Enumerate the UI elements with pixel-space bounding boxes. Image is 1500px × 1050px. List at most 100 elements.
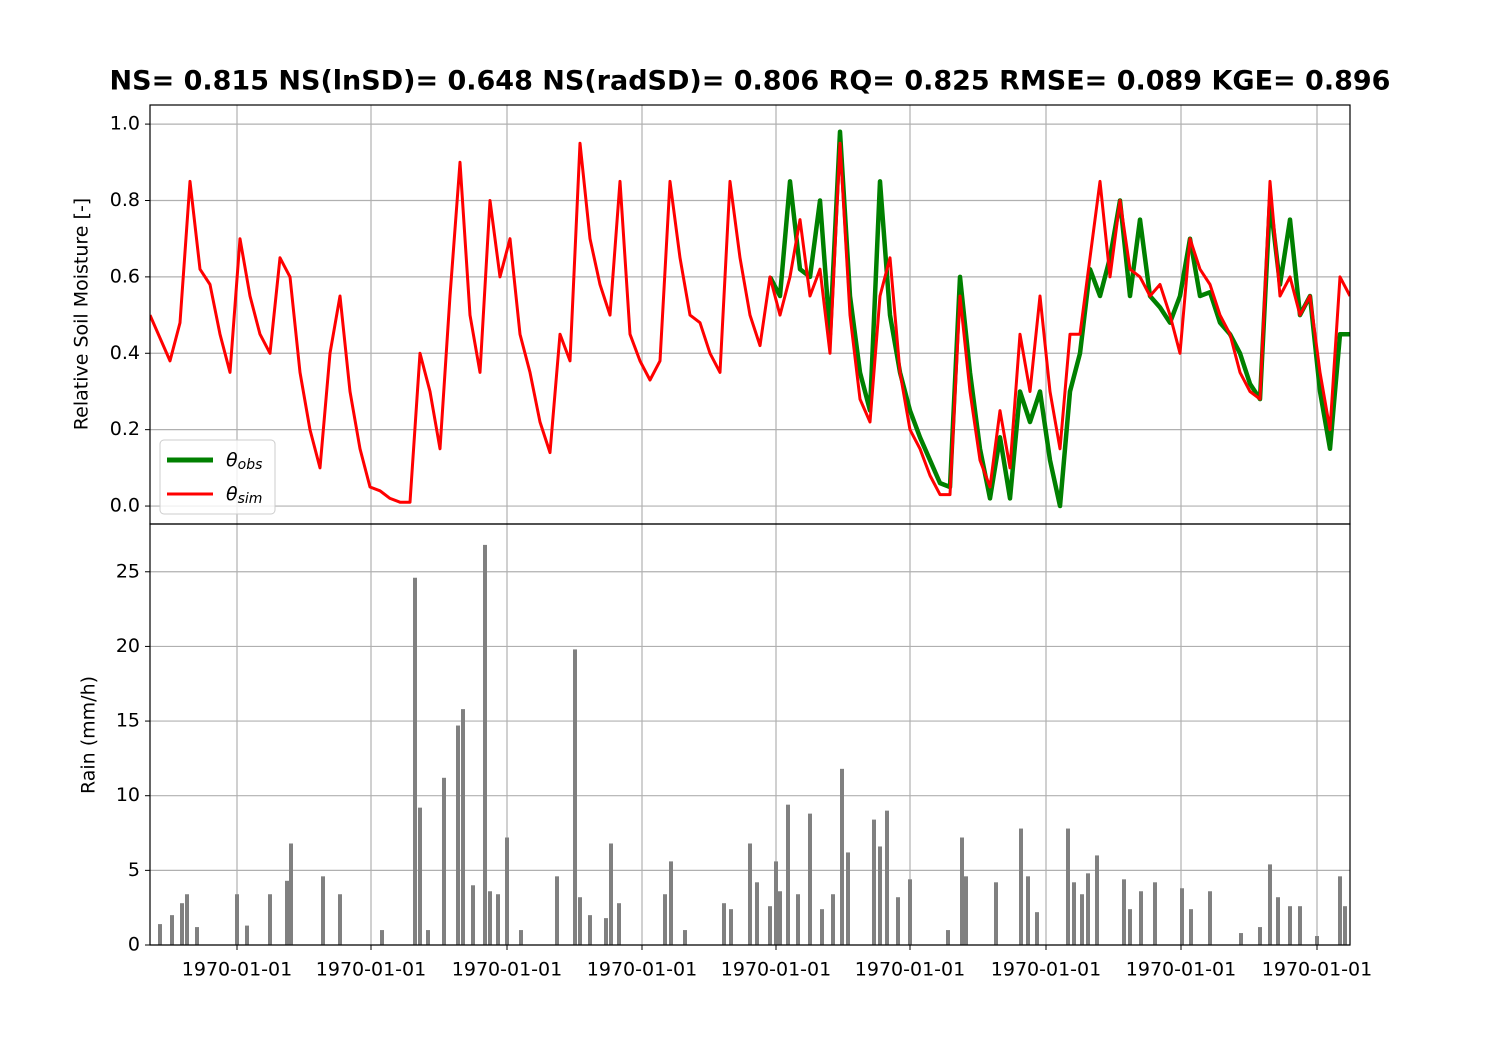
rain-bar	[1189, 909, 1193, 945]
rain-bar	[496, 894, 500, 945]
rain-bar	[1072, 882, 1076, 945]
y-tick-label: 15	[116, 710, 140, 732]
rain-bar	[505, 837, 509, 945]
x-tick-label: 1970-01-01	[1126, 959, 1236, 981]
rain-bar	[994, 882, 998, 945]
rain-bar	[946, 930, 950, 945]
rain-bar	[1258, 927, 1262, 945]
rain-bar	[418, 807, 422, 945]
rain-bar	[964, 876, 968, 945]
rain-bar	[768, 906, 772, 945]
y-tick-label: 5	[128, 859, 140, 881]
rain-bar	[471, 885, 475, 945]
rain-bar	[268, 894, 272, 945]
x-tick-label: 1970-01-01	[855, 959, 965, 981]
rain-bar	[1086, 873, 1090, 945]
rain-bar	[1035, 912, 1039, 945]
rain-bar	[831, 894, 835, 945]
rain-bar	[820, 909, 824, 945]
rain-bar	[1268, 864, 1272, 945]
rain-bar	[808, 813, 812, 945]
y-tick-label: 0	[128, 934, 140, 956]
rain-bar	[774, 861, 778, 945]
rain-bar	[778, 891, 782, 945]
legend-label: θsim	[226, 483, 262, 508]
rain-bar	[885, 810, 889, 945]
x-tick-label: 1970-01-01	[587, 959, 697, 981]
series-line	[768, 129, 1350, 509]
rain-bar	[321, 876, 325, 945]
rain-bar	[1128, 909, 1132, 945]
y-tick-label: 0.0	[110, 495, 140, 517]
rain-bar	[413, 577, 417, 945]
rain-bar	[1343, 906, 1347, 945]
rain-bar	[604, 918, 608, 945]
y-tick-label: 0.8	[110, 189, 140, 211]
rain-bar	[195, 927, 199, 945]
rain-bar	[158, 924, 162, 945]
rain-bar	[1315, 936, 1319, 945]
rain-bar	[488, 891, 492, 945]
rain-bar	[1153, 882, 1157, 945]
rain-bar	[380, 930, 384, 945]
rain-bar	[663, 894, 667, 945]
y-tick-label: 25	[116, 560, 140, 582]
rain-bar	[1122, 879, 1126, 945]
rain-bar	[1288, 906, 1292, 945]
rain-bar	[1338, 876, 1342, 945]
rain-bar	[729, 909, 733, 945]
rain-bar	[185, 894, 189, 945]
rain-bar	[755, 882, 759, 945]
rain-bar	[1095, 855, 1099, 945]
rain-bar	[1208, 891, 1212, 945]
y-tick-label: 0.6	[110, 265, 140, 287]
rain-bar	[180, 903, 184, 945]
x-tick-label: 1970-01-01	[316, 959, 426, 981]
rain-bar	[609, 843, 613, 945]
rain-bar	[170, 915, 174, 945]
rain-bar	[289, 843, 293, 945]
y-axis-label: Rain (mm/h)	[78, 676, 100, 794]
x-tick-label: 1970-01-01	[721, 959, 831, 981]
series-line	[150, 141, 1350, 504]
axes-frame	[149, 523, 1351, 946]
rain-bar	[338, 894, 342, 945]
rain-bar	[748, 843, 752, 945]
rain-bar	[796, 894, 800, 945]
rain-bar	[617, 903, 621, 945]
rain-bar	[483, 544, 487, 945]
rain-bar	[588, 915, 592, 945]
y-tick-label: 1.0	[110, 113, 140, 135]
rain-bar	[872, 819, 876, 945]
legend-label: θobs	[226, 449, 262, 474]
rain-bar	[442, 777, 446, 945]
rain-bar	[960, 837, 964, 945]
x-tick-label: 1970-01-01	[991, 959, 1101, 981]
rain-bar	[573, 649, 577, 945]
rain-bar	[908, 879, 912, 945]
y-tick-label: 0.4	[110, 342, 140, 364]
rain-bar	[456, 725, 460, 945]
x-tick-label: 1970-01-01	[182, 959, 292, 981]
rain-bar	[896, 897, 900, 945]
y-tick-label: 20	[116, 635, 140, 657]
chart-title: NS= 0.815 NS(lnSD)= 0.648 NS(radSD)= 0.8…	[110, 66, 1391, 97]
rain-bar	[669, 861, 673, 945]
rain-bar	[878, 846, 882, 945]
x-tick-label: 1970-01-01	[1262, 959, 1372, 981]
y-tick-label: 0.2	[110, 418, 140, 440]
rain-bar	[1139, 891, 1143, 945]
rain-bar	[245, 925, 249, 945]
rain-bar	[555, 876, 559, 945]
y-axis-label: Relative Soil Moisture [-]	[71, 198, 93, 430]
rain-bar	[786, 804, 790, 945]
rain-bar	[1019, 828, 1023, 945]
x-tick-label: 1970-01-01	[452, 959, 562, 981]
rain-bar	[840, 768, 844, 945]
rain-bar	[235, 894, 239, 945]
rain-bar	[578, 897, 582, 945]
rain-bar	[426, 930, 430, 945]
rain-bar	[285, 880, 289, 945]
rain-bar	[1066, 828, 1070, 945]
